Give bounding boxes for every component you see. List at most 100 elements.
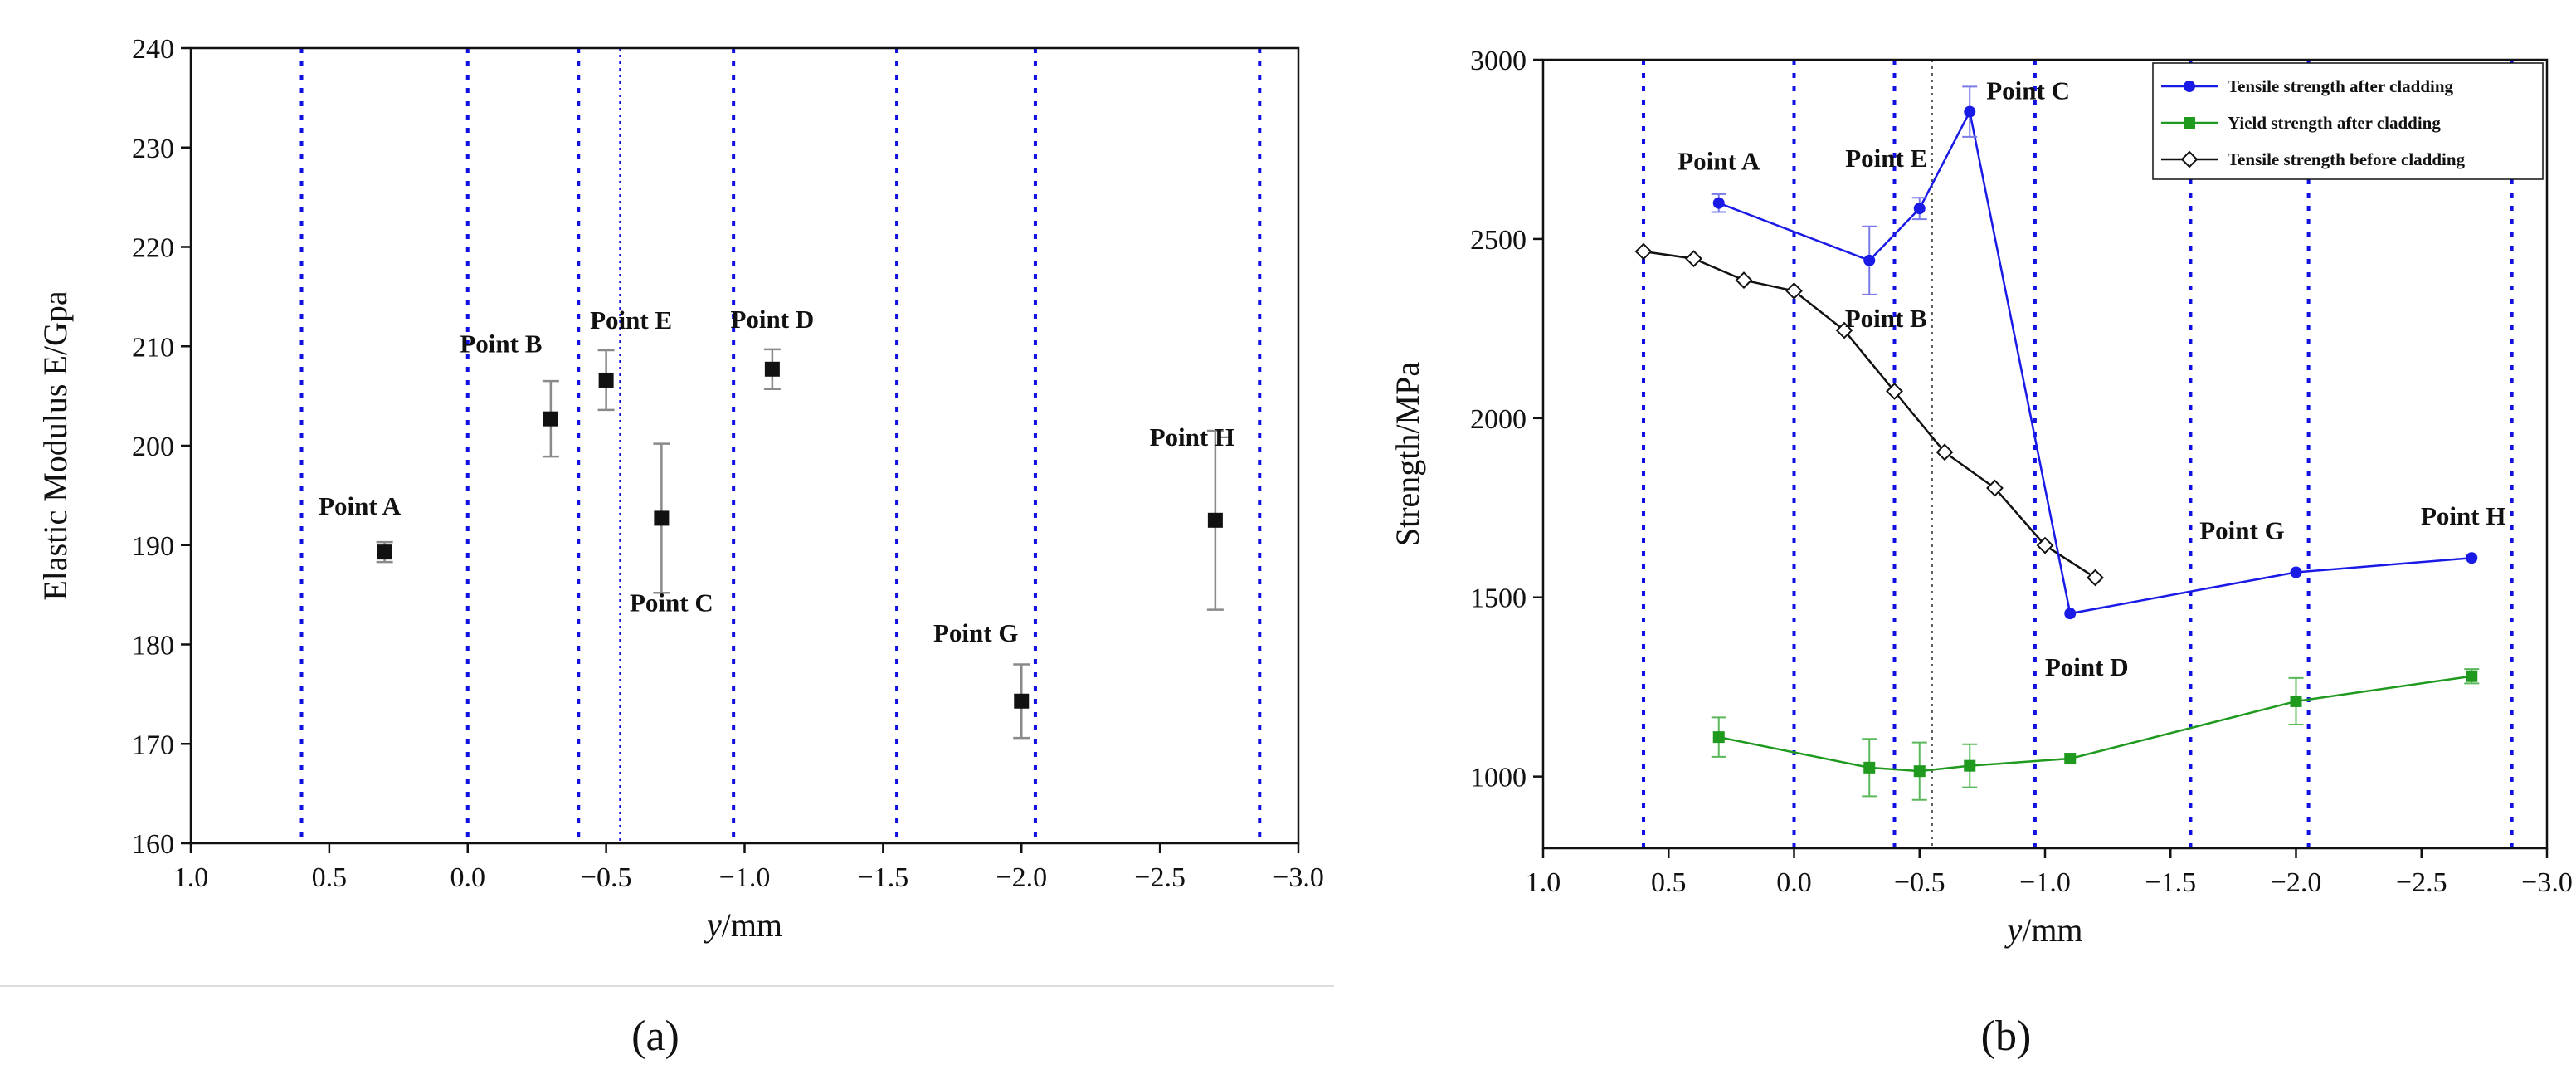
b-legend-marker: [2184, 117, 2195, 129]
a-axis-ticks: 1.0 0.5 0.0 −0.5 −1.0 −1.5 −2.0 −2.5 −3.0 160 170 1…: [132, 34, 1324, 893]
b-y-tick-label: 2500: [1470, 225, 1527, 256]
b-data-point: [1735, 271, 1753, 289]
b-data-series: Point A Point E Point B Point C Point D Point…: [1634, 76, 2505, 801]
b-legend-marker: [2180, 150, 2199, 168]
b-x-axis-label: y/mm: [2004, 911, 2082, 949]
a-y-tick-label: 170: [132, 730, 174, 760]
b-x-tick-label: 0.5: [1651, 867, 1687, 898]
b-data-point: [2466, 670, 2478, 682]
b-data-point: [1685, 250, 1702, 268]
a-data-point: [764, 361, 780, 377]
a-data-point: [377, 544, 392, 560]
b-x-tick-label: −1.0: [2019, 867, 2071, 898]
b-data-point: [1936, 443, 1954, 461]
b-data-point: [1634, 242, 1653, 261]
b-y-tick-label: 2000: [1470, 404, 1527, 435]
a-reference-lines: [299, 48, 1262, 843]
b-x-tick-label: −0.5: [1894, 867, 1945, 898]
b-data-point: [1964, 105, 1976, 118]
a-point-label: Point H: [1150, 422, 1234, 452]
b-point-label: Point E: [1845, 144, 1927, 173]
a-point-label: Point E: [590, 305, 672, 334]
a-y-tick-label: 180: [132, 631, 174, 661]
a-point-label: Point A: [319, 491, 402, 520]
b-series-line: [1718, 675, 2472, 773]
a-x-tick-label: −1.0: [719, 862, 771, 893]
b-series-line: [1643, 250, 2096, 579]
b-data-point: [1964, 759, 1976, 772]
a-point-label: Point G: [933, 618, 1018, 647]
b-x-tick-label: 1.0: [1526, 867, 1561, 898]
b-data-point: [1785, 282, 1803, 300]
b-data-point: [2466, 552, 2478, 564]
a-data-points: Point A Point B Point E Point C Point D Point…: [319, 305, 1234, 740]
b-legend: Tensile strength after cladding Yield str…: [2152, 62, 2544, 180]
a-data-point: [598, 372, 614, 388]
b-x-tick-label: −1.5: [2145, 867, 2196, 898]
b-data-point: [1712, 197, 1725, 209]
a-y-tick-label: 220: [132, 233, 174, 264]
b-data-point: [1863, 254, 1876, 266]
a-y-tick-label: 240: [132, 34, 174, 65]
a-point-label: Point B: [460, 330, 542, 359]
b-legend-label: Tensile strength before cladding: [2228, 149, 2466, 169]
b-data-point: [1835, 321, 1853, 339]
a-y-tick-label: 200: [132, 432, 174, 462]
b-x-tick-label: −2.0: [2271, 867, 2322, 898]
b-data-point: [1913, 765, 1926, 778]
b-data-point: [1712, 731, 1725, 744]
a-caption: (a): [631, 1013, 679, 1060]
panel-a: 1.0 0.5 0.0 −0.5 −1.0 −1.5 −2.0 −2.5 −3.0 160 170 1…: [0, 34, 1334, 1060]
b-legend-label: Yield strength after cladding: [2228, 113, 2441, 133]
a-x-tick-label: 1.0: [173, 862, 209, 893]
b-caption: (b): [1981, 1013, 2032, 1060]
a-point-label: Point D: [731, 305, 815, 334]
b-point-label: Point G: [2199, 516, 2284, 545]
b-data-point: [1863, 761, 1876, 774]
b-data-point: [2290, 566, 2302, 578]
b-y-tick-label: 1000: [1470, 763, 1527, 793]
b-point-label: Point C: [1986, 76, 2070, 105]
b-x-tick-label: −2.5: [2396, 867, 2447, 898]
b-point-label: Point H: [2421, 501, 2505, 530]
b-data-point: [1886, 383, 1903, 400]
a-x-tick-label: 0.5: [312, 862, 348, 893]
b-data-point: [2290, 695, 2302, 707]
b-x-tick-label: −3.0: [2521, 867, 2573, 898]
a-y-tick-label: 230: [132, 134, 174, 164]
b-point-label: Point B: [1845, 304, 1927, 333]
a-data-point: [1014, 693, 1030, 709]
a-x-tick-label: −3.0: [1273, 862, 1324, 893]
b-data-point: [2087, 569, 2104, 587]
b-legend-box: [2152, 62, 2544, 180]
b-x-tick-label: 0.0: [1776, 867, 1812, 898]
b-reference-lines: [1642, 60, 2514, 848]
a-y-axis-label: Elastic Modulus E/Gpa: [37, 290, 74, 601]
a-x-tick-label: −2.0: [996, 862, 1047, 893]
b-legend-marker: [2184, 81, 2195, 92]
a-data-point: [543, 411, 558, 427]
b-series-line: [1718, 108, 2472, 615]
a-y-tick-label: 210: [132, 332, 174, 363]
b-point-label: Point A: [1678, 147, 1760, 176]
b-data-point: [2064, 608, 2077, 620]
a-x-axis-label: y/mm: [704, 906, 782, 944]
b-y-tick-label: 1500: [1470, 583, 1527, 614]
b-data-point: [2036, 536, 2054, 554]
a-x-tick-label: −1.5: [858, 862, 909, 893]
a-y-tick-label: 190: [132, 531, 174, 562]
b-data-point: [1986, 479, 2004, 497]
b-y-tick-label: 3000: [1470, 46, 1527, 76]
a-data-point: [1207, 512, 1223, 528]
a-point-label: Point C: [630, 588, 713, 617]
a-x-tick-label: 0.0: [450, 862, 486, 893]
b-axis-ticks: 1.0 0.5 0.0 −0.5 −1.0 −1.5 −2.0 −2.5 −3.0 1000 150…: [1470, 46, 2573, 898]
b-data-point: [1913, 203, 1926, 215]
b-data-point: [2064, 753, 2077, 765]
panel-b: 1.0 0.5 0.0 −0.5 −1.0 −1.5 −2.0 −2.5 −3.0 1000 150…: [1389, 46, 2573, 1060]
b-legend-label: Tensile strength after cladding: [2228, 76, 2454, 96]
a-plot-frame: [189, 46, 1300, 845]
a-y-tick-label: 160: [132, 829, 174, 860]
b-y-axis-label: Strength/MPa: [1389, 362, 1426, 546]
